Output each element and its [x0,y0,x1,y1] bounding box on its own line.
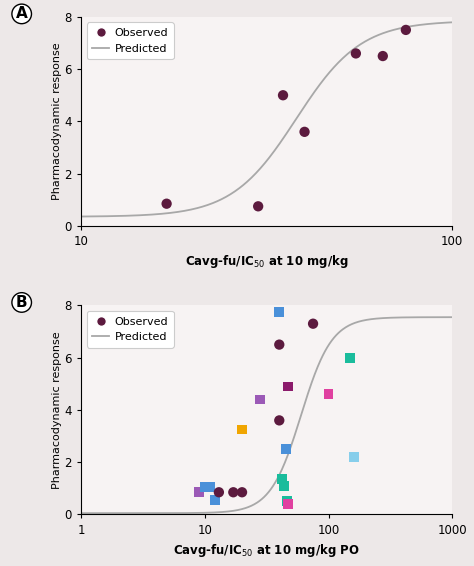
Point [201,482,209,491]
Point [279,91,287,100]
Point [350,452,357,461]
Legend: Observed, Predicted: Observed, Predicted [87,23,173,59]
Point [402,25,410,35]
Legend: Observed, Predicted: Observed, Predicted [87,311,173,348]
Point [284,499,292,508]
Point [206,482,214,491]
Point [163,199,170,208]
Point [195,488,203,497]
Point [278,475,286,484]
Point [255,202,262,211]
Point [229,488,237,497]
Point [275,307,283,316]
Y-axis label: Pharmacodynamic response: Pharmacodynamic response [52,42,62,200]
Text: A: A [16,6,27,22]
Point [275,340,283,349]
Y-axis label: Pharmacodynamic response: Pharmacodynamic response [52,331,62,489]
Point [379,52,387,61]
Point [284,382,292,391]
Point [211,496,219,505]
Text: B: B [16,295,27,310]
Point [352,49,360,58]
Point [238,488,246,497]
Point [309,319,317,328]
Point [275,416,283,425]
Point [238,425,246,434]
Point [215,488,223,497]
Point [283,497,291,506]
Point [281,481,288,490]
Point [325,390,332,399]
X-axis label: Cavg-fu/IC$_{50}$ at 10 mg/kg PO: Cavg-fu/IC$_{50}$ at 10 mg/kg PO [173,542,360,559]
X-axis label: Cavg-fu/IC$_{50}$ at 10 mg/kg: Cavg-fu/IC$_{50}$ at 10 mg/kg [185,254,348,271]
Point [282,445,290,454]
Point [256,395,264,404]
Point [346,353,354,362]
Point [301,127,308,136]
